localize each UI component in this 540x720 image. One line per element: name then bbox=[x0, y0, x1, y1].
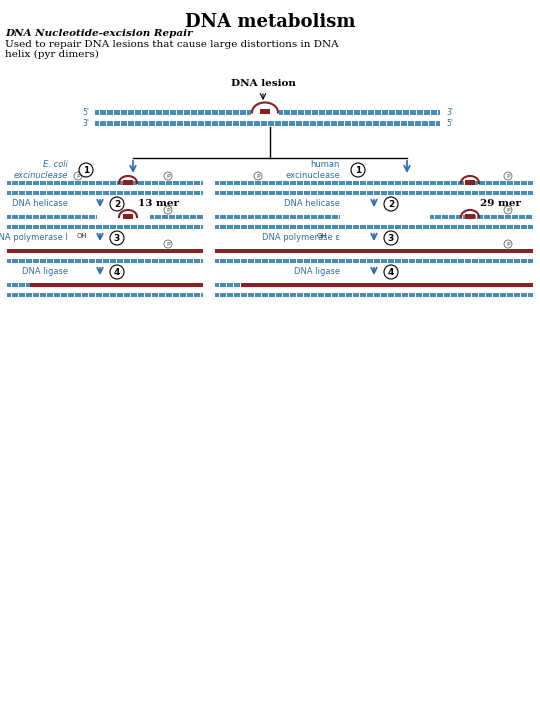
Text: P: P bbox=[506, 174, 510, 179]
Text: 3: 3 bbox=[388, 234, 394, 243]
Text: DNA polymerase ε: DNA polymerase ε bbox=[262, 233, 340, 243]
Bar bbox=[215, 258, 533, 264]
Circle shape bbox=[110, 265, 124, 279]
Circle shape bbox=[384, 197, 398, 211]
Text: DNA ligase: DNA ligase bbox=[294, 268, 340, 276]
Bar bbox=[7, 293, 203, 297]
Circle shape bbox=[504, 206, 512, 214]
Bar bbox=[215, 191, 533, 195]
Text: 3': 3' bbox=[446, 108, 453, 117]
Bar bbox=[123, 214, 133, 218]
Bar bbox=[215, 248, 533, 253]
Bar bbox=[215, 283, 240, 287]
Circle shape bbox=[254, 172, 262, 180]
Text: DNA helicase: DNA helicase bbox=[284, 199, 340, 209]
Circle shape bbox=[504, 240, 512, 248]
Text: DNA lesion: DNA lesion bbox=[231, 79, 295, 88]
Bar bbox=[215, 283, 533, 287]
Text: 4: 4 bbox=[114, 268, 120, 276]
Circle shape bbox=[164, 206, 172, 214]
Bar bbox=[7, 191, 203, 195]
Text: DNA metabolism: DNA metabolism bbox=[185, 13, 355, 31]
Text: 29 mer: 29 mer bbox=[480, 199, 521, 209]
Text: OH: OH bbox=[316, 233, 327, 239]
Circle shape bbox=[384, 265, 398, 279]
Bar bbox=[260, 109, 270, 114]
Circle shape bbox=[384, 231, 398, 245]
Text: 3: 3 bbox=[114, 234, 120, 243]
Text: 13 mer: 13 mer bbox=[138, 199, 179, 209]
Bar bbox=[215, 225, 533, 229]
Text: P: P bbox=[76, 174, 80, 179]
Text: P: P bbox=[166, 242, 170, 247]
Bar bbox=[95, 110, 251, 114]
Bar bbox=[465, 214, 475, 218]
Bar bbox=[150, 215, 203, 220]
Circle shape bbox=[79, 163, 93, 177]
Text: 5': 5' bbox=[446, 119, 453, 128]
Text: helix (pyr dimers): helix (pyr dimers) bbox=[5, 50, 99, 59]
Text: DNA polymerase I: DNA polymerase I bbox=[0, 233, 68, 243]
Circle shape bbox=[74, 172, 82, 180]
Bar bbox=[215, 293, 533, 297]
Bar bbox=[430, 215, 533, 220]
Text: P: P bbox=[166, 174, 170, 179]
Text: 2: 2 bbox=[388, 199, 394, 209]
Text: DNA ligase: DNA ligase bbox=[22, 268, 68, 276]
Text: DNA helicase: DNA helicase bbox=[12, 199, 68, 209]
Bar bbox=[7, 225, 203, 229]
Bar bbox=[215, 181, 533, 185]
Circle shape bbox=[164, 240, 172, 248]
Circle shape bbox=[351, 163, 365, 177]
Bar bbox=[95, 121, 440, 126]
Text: P: P bbox=[506, 208, 510, 213]
Bar bbox=[7, 215, 97, 220]
Text: P: P bbox=[506, 242, 510, 247]
Bar bbox=[279, 110, 440, 114]
Bar bbox=[7, 283, 203, 287]
Bar bbox=[215, 215, 340, 220]
Text: DNA Nucleotide-excision Repair: DNA Nucleotide-excision Repair bbox=[5, 29, 193, 38]
Bar bbox=[7, 283, 30, 287]
Text: human
excinuclease: human excinuclease bbox=[285, 161, 340, 180]
Bar bbox=[7, 248, 203, 253]
Text: OH: OH bbox=[77, 233, 87, 239]
Text: E. coli
excinuclease: E. coli excinuclease bbox=[14, 161, 68, 180]
Circle shape bbox=[110, 197, 124, 211]
Text: 4: 4 bbox=[388, 268, 394, 276]
Text: 5': 5' bbox=[82, 108, 89, 117]
Text: P: P bbox=[256, 174, 260, 179]
Text: 1: 1 bbox=[83, 166, 89, 175]
Text: 3': 3' bbox=[82, 119, 89, 128]
Text: P: P bbox=[166, 208, 170, 213]
Text: 1: 1 bbox=[355, 166, 361, 175]
Circle shape bbox=[110, 231, 124, 245]
Text: Used to repair DNA lesions that cause large distortions in DNA: Used to repair DNA lesions that cause la… bbox=[5, 40, 339, 49]
Bar bbox=[7, 181, 203, 185]
Circle shape bbox=[504, 172, 512, 180]
Circle shape bbox=[164, 172, 172, 180]
Bar bbox=[7, 258, 203, 264]
Bar bbox=[465, 179, 475, 184]
Bar bbox=[123, 179, 133, 184]
Text: 2: 2 bbox=[114, 199, 120, 209]
